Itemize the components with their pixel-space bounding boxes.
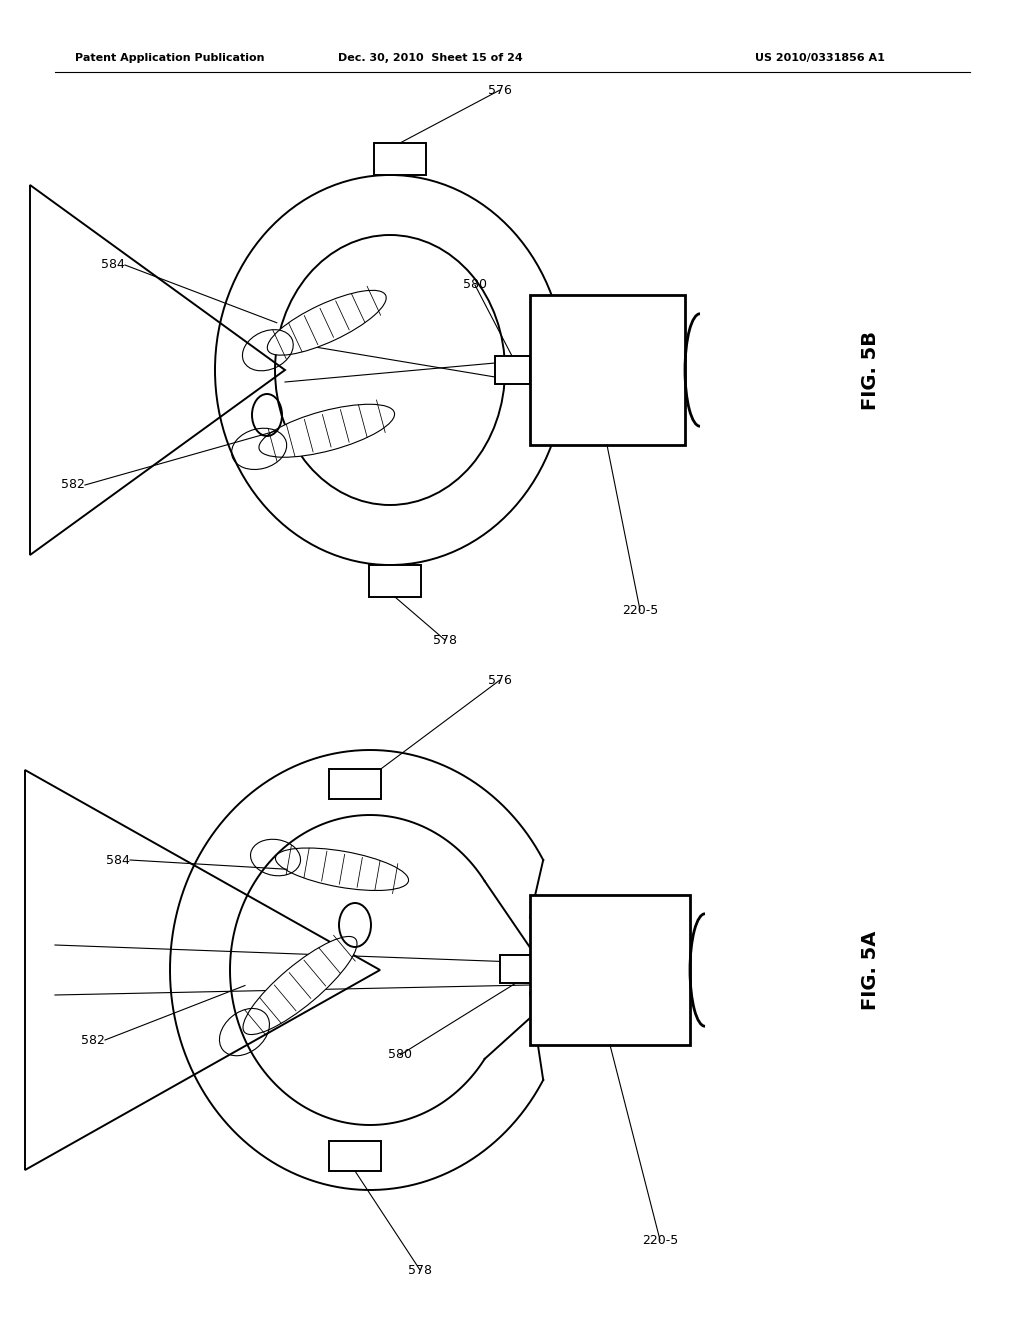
Text: 584: 584 (101, 259, 125, 272)
Text: 580: 580 (463, 279, 487, 292)
Bar (495, 356, 530, 384)
Bar (530, 895, 690, 1045)
Ellipse shape (275, 847, 409, 891)
Text: FIG. 5A: FIG. 5A (860, 931, 880, 1010)
Text: 580: 580 (388, 1048, 412, 1061)
Text: 576: 576 (488, 83, 512, 96)
Text: Patent Application Publication: Patent Application Publication (75, 53, 264, 63)
Ellipse shape (243, 936, 357, 1035)
Text: 584: 584 (106, 854, 130, 866)
Ellipse shape (267, 290, 386, 355)
Bar (369, 565, 421, 597)
Bar (374, 143, 426, 176)
Text: Dec. 30, 2010  Sheet 15 of 24: Dec. 30, 2010 Sheet 15 of 24 (338, 53, 522, 63)
Text: 582: 582 (81, 1034, 105, 1047)
Text: FIG. 5B: FIG. 5B (860, 330, 880, 409)
Text: 578: 578 (408, 1263, 432, 1276)
Bar (329, 1142, 381, 1171)
Text: US 2010/0331856 A1: US 2010/0331856 A1 (755, 53, 885, 63)
Bar (530, 294, 685, 445)
Ellipse shape (259, 404, 394, 457)
Text: 576: 576 (488, 673, 512, 686)
Text: 220-5: 220-5 (642, 1233, 678, 1246)
Text: 582: 582 (61, 479, 85, 491)
Text: 578: 578 (433, 634, 457, 647)
Text: 220-5: 220-5 (622, 603, 658, 616)
Bar (329, 768, 381, 799)
Bar (500, 954, 532, 983)
